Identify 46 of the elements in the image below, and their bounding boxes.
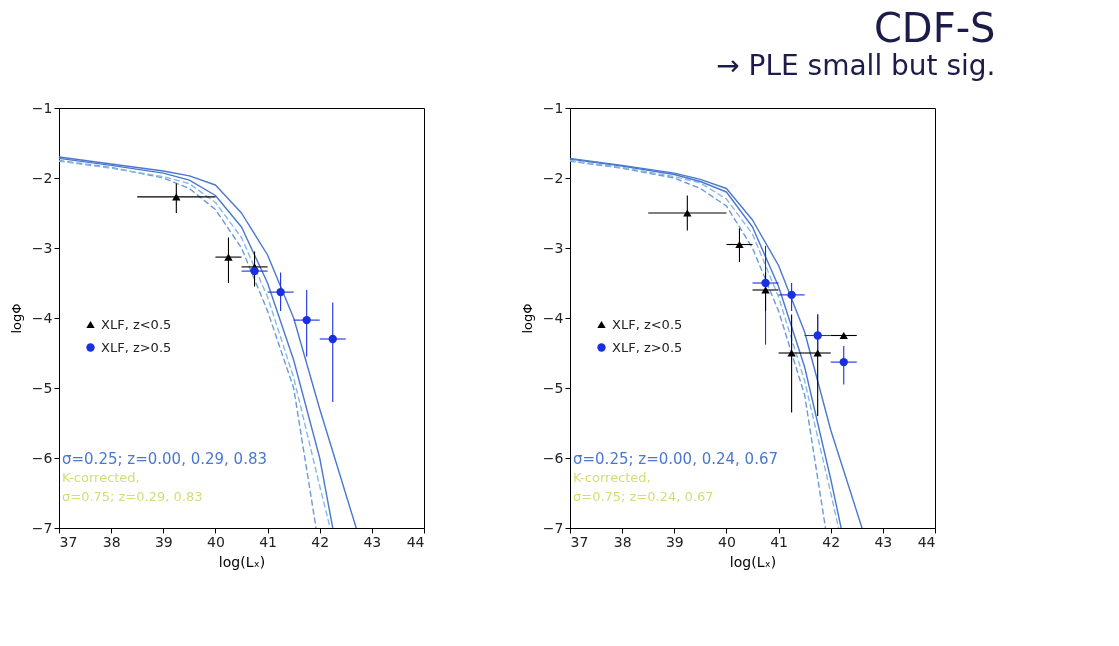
y-tick-label: −3 [542, 239, 564, 256]
chart-title: CDF-S [873, 5, 996, 51]
annotation: σ=0.25; z=0.00, 0.29, 0.83 [62, 449, 268, 468]
annotation: K-corrected, [62, 469, 140, 485]
y-tick-label: −7 [542, 519, 564, 536]
annotation: K-corrected, [573, 469, 651, 485]
y-tick-label: −6 [31, 449, 53, 466]
y-axis-title: logΦ [519, 303, 535, 334]
x-tick-label: 42 [822, 533, 841, 550]
x-tick-label: 40 [718, 533, 736, 550]
y-tick-label: −5 [542, 379, 564, 396]
y-tick-label: −6 [542, 449, 564, 466]
y-tick-label: −2 [31, 169, 53, 186]
x-tick-label: 40 [207, 533, 225, 550]
y-tick-label: −4 [31, 309, 53, 326]
y-tick-label: −1 [542, 99, 564, 116]
annotation: σ=0.25; z=0.00, 0.24, 0.67 [573, 449, 779, 468]
annotation: σ=0.75; z=0.24, 0.67 [573, 488, 714, 504]
x-tick-label: 37 [59, 533, 78, 550]
x-axis-title: log(Lₓ) [729, 553, 777, 570]
legend-label: XLF, z>0.5 [101, 339, 172, 355]
legend-label: XLF, z<0.5 [101, 316, 172, 332]
x-tick-label: 38 [102, 533, 121, 550]
x-tick-label: 41 [770, 533, 788, 550]
x-axis-title: log(Lₓ) [218, 553, 266, 570]
annotation: σ=0.75; z=0.29, 0.83 [62, 488, 203, 504]
x-tick-label: 37 [570, 533, 589, 550]
x-tick-label: 42 [311, 533, 330, 550]
x-tick-label: 41 [259, 533, 277, 550]
legend-label: XLF, z<0.5 [612, 316, 683, 332]
legend-label: XLF, z>0.5 [612, 339, 683, 355]
x-tick-label: 44 [917, 533, 936, 550]
y-tick-label: −5 [31, 379, 53, 396]
x-tick-label: 43 [363, 533, 382, 550]
x-tick-label: 39 [665, 533, 684, 550]
x-tick-label: 44 [406, 533, 425, 550]
y-axis-title: logΦ [8, 303, 24, 334]
y-tick-label: −7 [31, 519, 53, 536]
x-tick-label: 43 [874, 533, 893, 550]
y-tick-label: −2 [542, 169, 564, 186]
y-tick-label: −1 [31, 99, 53, 116]
x-tick-label: 39 [154, 533, 173, 550]
x-tick-label: 38 [613, 533, 632, 550]
y-tick-label: −4 [542, 309, 564, 326]
chart-subtitle: → PLE small but sig. [716, 49, 996, 82]
y-tick-label: −3 [31, 239, 53, 256]
